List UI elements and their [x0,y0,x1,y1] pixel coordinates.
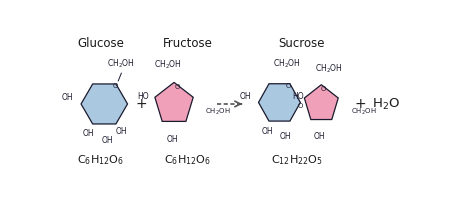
Text: OH: OH [102,136,113,145]
Text: O: O [286,83,292,89]
Text: OH: OH [83,129,94,138]
Text: CH$_2$OH: CH$_2$OH [315,62,343,75]
Text: OH: OH [116,127,127,136]
Text: CH$_2$OH: CH$_2$OH [154,58,182,71]
Text: Glucose: Glucose [77,37,124,50]
Text: H$_2$O: H$_2$O [372,96,400,111]
Text: C$_6$H$_{12}$O$_6$: C$_6$H$_{12}$O$_6$ [165,153,211,167]
Text: C$_{12}$H$_{22}$O$_5$: C$_{12}$H$_{22}$O$_5$ [270,153,323,167]
Text: O: O [321,86,326,92]
Polygon shape [258,84,301,121]
Text: OH: OH [280,132,292,141]
Text: Fructose: Fructose [163,37,213,50]
Text: O: O [175,84,180,90]
Text: OH: OH [166,135,178,144]
Text: O: O [298,103,303,109]
Text: OH: OH [262,127,274,136]
Text: CH$_2$OH: CH$_2$OH [108,58,135,70]
Text: O: O [112,83,118,89]
Text: CH$_2$OH: CH$_2$OH [273,58,301,70]
Text: CH$_2$OH: CH$_2$OH [205,106,230,117]
Text: HO: HO [138,92,149,101]
Polygon shape [155,82,193,121]
Text: OH: OH [62,93,73,102]
Text: OH: OH [239,92,251,101]
Text: OH: OH [314,132,325,141]
Polygon shape [304,85,338,120]
Text: C$_6$H$_{12}$O$_6$: C$_6$H$_{12}$O$_6$ [77,153,124,167]
Polygon shape [81,84,127,124]
Text: HO: HO [292,92,304,101]
Text: +: + [136,97,147,111]
Text: +: + [354,97,366,111]
Text: CH$_2$OH: CH$_2$OH [351,106,376,117]
Text: Sucrose: Sucrose [279,37,325,50]
